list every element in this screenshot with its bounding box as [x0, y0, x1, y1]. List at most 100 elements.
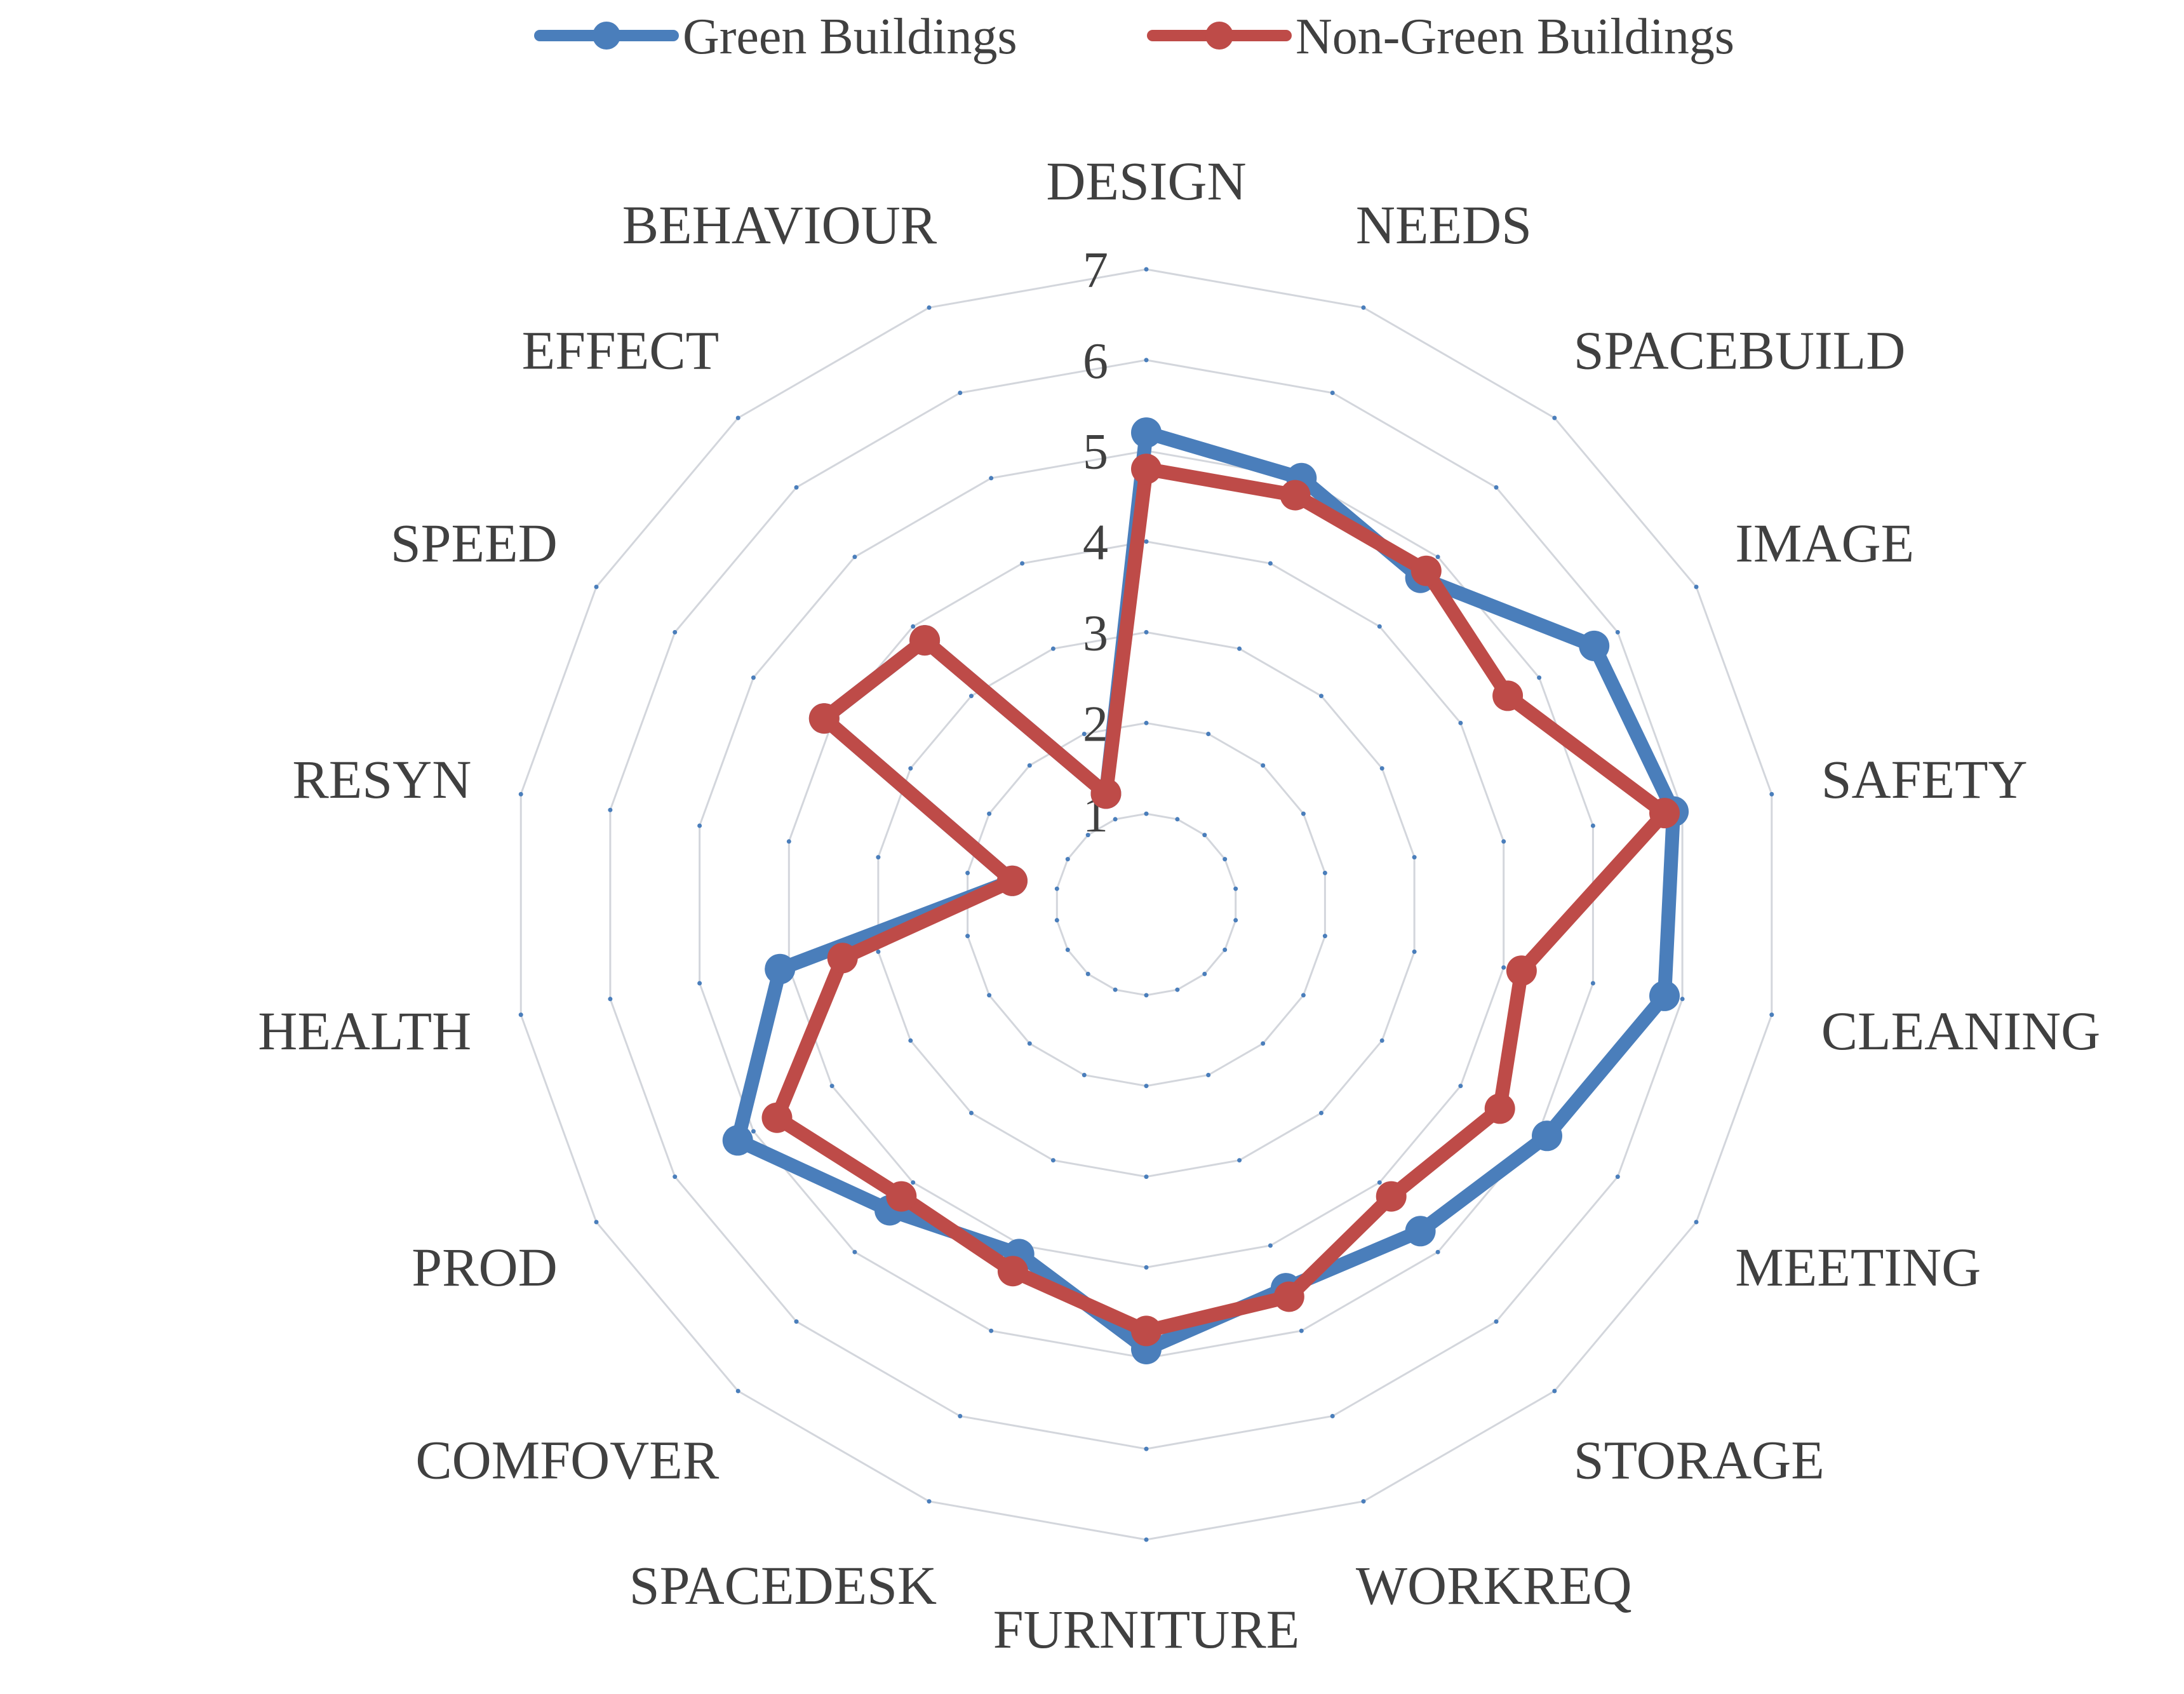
data-point-spacebuild: [1410, 555, 1442, 586]
grid-tick-mark: [518, 791, 523, 797]
grid-tick-mark: [1233, 918, 1238, 923]
legend-marker: [1205, 22, 1233, 50]
grid-tick-mark: [1144, 539, 1149, 544]
grid-tick-mark: [1144, 720, 1149, 725]
grid-tick-mark: [911, 624, 916, 629]
grid-tick-mark: [1501, 839, 1506, 844]
grid-tick-mark: [1299, 1328, 1304, 1333]
grid-tick-mark: [1144, 1265, 1149, 1270]
grid-tick-mark: [1082, 1073, 1087, 1077]
grid-tick-mark: [1268, 1243, 1273, 1248]
grid-tick-mark: [908, 766, 913, 771]
grid-tick-mark: [1113, 987, 1118, 992]
grid-tick-mark: [1144, 629, 1149, 635]
grid-tick-mark: [1361, 1499, 1366, 1504]
grid-tick-mark: [1379, 766, 1384, 771]
category-label-comfover: COMFOVER: [415, 1429, 720, 1490]
grid-tick-mark: [1680, 997, 1685, 1002]
grid-tick-mark: [1694, 584, 1699, 589]
grid-tick-mark: [1615, 629, 1620, 635]
grid-tick-mark: [594, 584, 599, 589]
grid-tick-mark: [852, 1249, 857, 1254]
grid-tick-mark: [697, 981, 702, 986]
data-point-storage: [1405, 1216, 1436, 1247]
grid-tick-mark: [751, 1129, 756, 1134]
category-label-spacebuild: SPACEBUILD: [1574, 320, 1906, 381]
category-labels: DESIGN NEEDS SPACEBUILD IMAGE SAFETY CLEANING…: [258, 151, 2100, 1660]
grid-tick-mark: [1144, 1174, 1149, 1180]
grid-tick-mark: [927, 1499, 932, 1504]
data-point-design: [1131, 417, 1162, 448]
legend-label-2: Non-Green Buildings: [1296, 9, 1734, 65]
grid-tick-mark: [1233, 886, 1238, 891]
category-label-storage: STORAGE: [1574, 1429, 1825, 1490]
grid-tick-mark: [1319, 694, 1323, 699]
grid-tick-mark: [735, 1388, 740, 1394]
grid-tick-mark: [1377, 624, 1382, 629]
data-point-cleaning: [1649, 980, 1680, 1011]
tick-label-4: 4: [1083, 515, 1108, 571]
data-point-prod: [761, 1102, 793, 1133]
category-label-health: HEALTH: [258, 1000, 471, 1061]
grid-tick-mark: [1054, 886, 1059, 891]
grid-tick-mark: [1330, 1414, 1335, 1418]
grid-tick-mark: [908, 1038, 913, 1043]
grid-tick-mark: [829, 1084, 834, 1089]
grid-tick-mark: [1223, 947, 1228, 952]
grid-tick-mark: [1082, 732, 1087, 736]
grid-tick-mark: [1322, 934, 1327, 939]
legend-marker: [593, 22, 620, 50]
data-point-spacedesk: [997, 1256, 1028, 1287]
data-point-resyn: [997, 865, 1028, 896]
grid-tick-mark: [1202, 833, 1207, 838]
grid-tick-mark: [1144, 1537, 1149, 1542]
legend: Green Buildings Non-Green Buildings: [534, 9, 1734, 65]
grid-tick-mark: [965, 934, 970, 939]
grid-tick-mark: [989, 1328, 994, 1333]
grid-tick-mark: [1769, 791, 1774, 797]
grid-tick-mark: [673, 629, 678, 635]
grid-tick-mark: [518, 1012, 523, 1018]
category-label-image: IMAGE: [1735, 513, 1914, 574]
data-point-effect: [909, 625, 941, 656]
grid-tick-mark: [1412, 855, 1417, 860]
grid-tick-mark: [1027, 763, 1032, 768]
data-point-health: [765, 953, 796, 985]
grid-tick-mark: [735, 415, 740, 420]
data-point-health: [827, 943, 858, 974]
data-point-workreq: [1273, 1281, 1304, 1312]
grid-tick-mark: [1361, 305, 1366, 310]
grid-tick-mark: [1769, 1012, 1774, 1018]
legend-item-2: Non-Green Buildings: [1147, 9, 1734, 65]
tick-label-5: 5: [1083, 424, 1108, 480]
grid-tick-mark: [1261, 763, 1266, 768]
grid-tick-mark: [786, 839, 791, 844]
grid-tick-mark: [987, 811, 992, 816]
grid-tick-mark: [969, 1110, 974, 1115]
grid-tick-mark: [1412, 949, 1417, 954]
category-label-speed: SPEED: [391, 513, 558, 574]
category-label-safety: SAFETY: [1821, 749, 2028, 810]
data-point-image: [1579, 630, 1610, 661]
grid-tick-mark: [1330, 391, 1335, 395]
grid-tick-mark: [608, 807, 613, 812]
grid-tick-mark: [697, 823, 702, 828]
category-label-needs: NEEDS: [1356, 194, 1532, 255]
grid-tick-mark: [987, 993, 992, 998]
grid-tick-mark: [1144, 358, 1149, 363]
grid-tick-mark: [594, 1220, 599, 1225]
grid-tick-mark: [1435, 555, 1440, 560]
grid-tick-mark: [1694, 1220, 1699, 1225]
grid-tick-mark: [965, 870, 970, 875]
grid-tick-mark: [1590, 823, 1595, 828]
grid-tick-mark: [1552, 1388, 1557, 1394]
grid-tick-mark: [958, 391, 963, 395]
grid-tick-mark: [1379, 1038, 1384, 1043]
grid-tick-mark: [1113, 817, 1118, 822]
grid-tick-mark: [794, 485, 799, 490]
grid-tick-mark: [1268, 561, 1273, 566]
grid-tick-mark: [1085, 971, 1090, 976]
grid-tick-mark: [1615, 1174, 1620, 1180]
grid-tick-mark: [1202, 971, 1207, 976]
